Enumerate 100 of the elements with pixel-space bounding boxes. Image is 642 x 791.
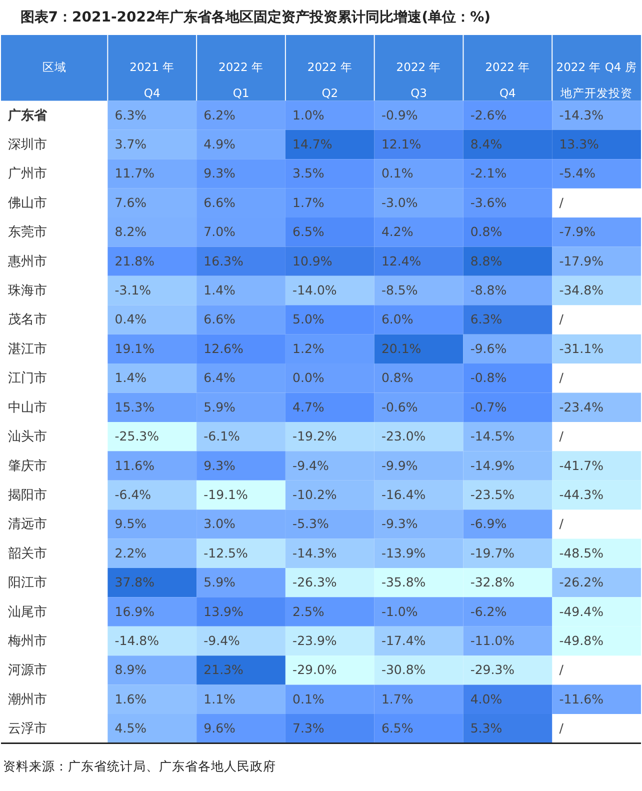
data-label: -11.6% — [559, 691, 604, 706]
data-label: -14.0% — [292, 282, 337, 298]
data-label: 6.4% — [204, 370, 236, 386]
data-label: 6.6% — [204, 194, 236, 210]
data-label: -23.9% — [292, 632, 337, 648]
y-tick-label: 肇庆市 — [8, 458, 48, 474]
data-label: 0.8% — [381, 370, 414, 386]
data-label: 6.5% — [292, 224, 324, 240]
data-label: -9.3% — [381, 516, 418, 532]
data-label: -19.7% — [470, 545, 515, 560]
data-label: 12.4% — [381, 253, 422, 268]
data-label: -9.4% — [204, 632, 240, 648]
data-label: -0.9% — [381, 107, 418, 122]
data-label: -2.1% — [470, 166, 507, 181]
data-label: -19.1% — [204, 486, 248, 502]
data-label: -49.8% — [559, 632, 604, 648]
data-label: 3.0% — [204, 516, 236, 532]
data-label: -1.0% — [381, 604, 418, 619]
y-tick-label: 江门市 — [8, 370, 48, 386]
data-label: -6.2% — [470, 604, 507, 619]
data-label: 8.9% — [114, 662, 147, 678]
data-label: 0.1% — [381, 166, 414, 181]
y-tick-label: 云浮市 — [8, 722, 48, 737]
data-label: -23.0% — [381, 428, 426, 444]
data-label: 6.5% — [381, 720, 414, 736]
data-label: -29.3% — [470, 662, 515, 678]
data-label: 9.5% — [114, 516, 147, 532]
text: / — [559, 428, 564, 444]
data-label: 12.6% — [204, 340, 244, 356]
data-label: -5.3% — [292, 516, 329, 532]
data-label: 1.7% — [381, 691, 414, 706]
data-label: -34.8% — [559, 282, 604, 298]
y-tick-label: 佛山市 — [8, 196, 48, 211]
data-label: -7.9% — [559, 224, 596, 240]
y-tick-label: 茂名市 — [8, 312, 48, 328]
data-label: -49.4% — [559, 604, 604, 619]
x-tick-label: 2022 年 Q3 — [396, 60, 442, 100]
data-label: -8.5% — [381, 282, 418, 298]
data-label: -14.5% — [470, 428, 515, 444]
data-label: 0.8% — [470, 224, 502, 240]
data-label: -35.8% — [381, 574, 426, 590]
data-label: 5.3% — [470, 720, 502, 736]
x-tick-label: 2021 年 Q4 — [130, 60, 175, 100]
data-label: 6.3% — [114, 107, 147, 122]
chart-title: 图表7：2021-2022年广东省各地区固定资产投资累计同比增速(单位：%) — [20, 8, 491, 26]
y-tick-label: 广东省 — [7, 107, 48, 124]
data-label: -6.1% — [204, 428, 240, 444]
data-label: 4.0% — [470, 691, 502, 706]
y-tick-label: 揭阳市 — [8, 488, 48, 503]
data-label: 37.8% — [114, 574, 155, 590]
data-label: -11.0% — [470, 632, 515, 648]
data-label: 7.0% — [204, 224, 236, 240]
data-label: 5.9% — [204, 574, 236, 590]
data-label: -10.2% — [292, 486, 337, 502]
data-label: -41.7% — [559, 458, 604, 473]
data-label: 3.7% — [114, 136, 147, 152]
data-label: 16.3% — [204, 253, 244, 268]
data-label: -30.8% — [381, 662, 426, 678]
data-label: -6.4% — [114, 486, 152, 502]
x-tick-label: 2022 年 Q1 — [218, 60, 264, 100]
data-label: -17.4% — [381, 632, 426, 648]
data-label: -32.8% — [470, 574, 515, 590]
data-label: 1.4% — [204, 282, 236, 298]
data-label: 14.7% — [292, 136, 332, 152]
y-tick-label: 中山市 — [8, 400, 48, 416]
data-label: -3.1% — [114, 282, 152, 298]
data-label: 5.9% — [204, 399, 236, 414]
data-label: -3.0% — [381, 194, 418, 210]
data-label: -44.3% — [559, 486, 604, 502]
data-label: -26.3% — [292, 574, 337, 590]
y-tick-label: 珠海市 — [8, 284, 48, 299]
data-label: 9.3% — [204, 166, 236, 181]
data-label: 20.1% — [381, 340, 422, 356]
data-label: 16.9% — [114, 604, 155, 619]
data-label: -29.0% — [292, 662, 337, 678]
y-tick-label: 湛江市 — [8, 342, 48, 357]
data-label: -0.7% — [470, 399, 507, 414]
data-label: -23.5% — [470, 486, 515, 502]
data-label: -3.6% — [470, 194, 507, 210]
text: / — [559, 194, 564, 210]
x-tick-label: 2022 年 Q2 — [307, 60, 352, 100]
data-label: -2.6% — [470, 107, 507, 122]
data-label: 4.2% — [381, 224, 414, 240]
text: / — [559, 662, 564, 678]
data-label: -23.4% — [559, 399, 604, 414]
data-label: 9.6% — [204, 720, 236, 736]
data-label: -6.9% — [470, 516, 507, 532]
data-label: 7.6% — [114, 194, 147, 210]
text: / — [559, 370, 564, 386]
data-label: 15.3% — [114, 399, 155, 414]
data-label: 4.9% — [204, 136, 236, 152]
data-label: 19.1% — [114, 340, 155, 356]
data-label: -14.3% — [292, 545, 337, 560]
data-label: 0.4% — [114, 312, 147, 327]
text: / — [559, 516, 564, 532]
data-label: 9.3% — [204, 458, 236, 473]
data-label: -0.8% — [470, 370, 507, 386]
data-label: 2.2% — [114, 545, 147, 560]
text: 资料来源：广东省统计局、广东省各地人民政府 — [2, 758, 276, 774]
data-label: -12.5% — [204, 545, 248, 560]
